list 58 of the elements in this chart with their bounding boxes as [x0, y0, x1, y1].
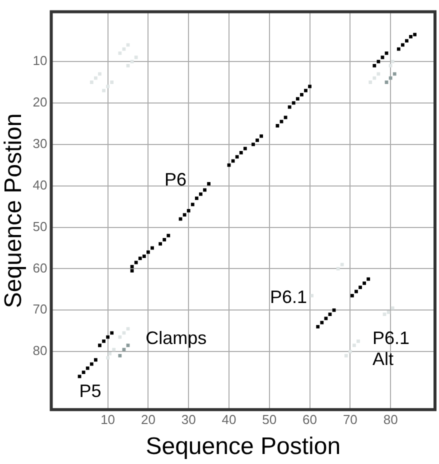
point: [106, 356, 110, 360]
x-tick-label: 80: [383, 412, 398, 427]
y-tick-label: 50: [32, 218, 48, 234]
point: [102, 88, 106, 92]
y-tick-label: 10: [32, 53, 48, 68]
point: [372, 76, 376, 80]
point: [392, 72, 396, 76]
point: [98, 72, 102, 76]
point: [118, 335, 122, 339]
point: [344, 354, 348, 358]
y-tick-label: 70: [32, 302, 48, 317]
point: [390, 306, 394, 310]
point: [390, 60, 394, 64]
annotation: P6.1 Alt: [372, 328, 410, 370]
point: [110, 80, 114, 84]
point: [90, 80, 94, 84]
y-tick-label: 60: [32, 260, 48, 276]
point: [122, 47, 126, 51]
y-tick-label: 30: [32, 136, 48, 151]
x-tick-label: 70: [342, 412, 358, 427]
point: [356, 340, 360, 343]
point: [126, 64, 130, 68]
x-tick-label: 20: [140, 412, 156, 427]
point: [126, 344, 130, 348]
point: [384, 80, 388, 84]
y-tick-label: 40: [32, 177, 48, 192]
point: [310, 294, 314, 298]
point: [134, 56, 138, 60]
annotation: P6: [164, 169, 186, 190]
annotation: Clamps: [146, 328, 207, 348]
y-tick-label: 80: [32, 343, 48, 358]
point: [118, 52, 122, 55]
point: [126, 327, 130, 330]
point: [386, 310, 390, 314]
annotation: P6.1: [270, 286, 308, 307]
x-tick-label: 40: [222, 412, 236, 427]
point: [382, 312, 386, 316]
point: [106, 84, 110, 88]
point: [336, 267, 340, 270]
point: [118, 354, 122, 358]
point: [348, 350, 352, 354]
point: [368, 80, 372, 84]
point: [122, 331, 126, 335]
y-tick-label: 20: [32, 94, 48, 110]
point: [112, 348, 116, 352]
x-axis-title: Sequence Postion: [146, 433, 341, 460]
y-axis-title: Sequence Postion: [0, 113, 28, 308]
x-tick-label: 50: [262, 412, 277, 427]
x-tick-label: 60: [302, 412, 318, 427]
point: [352, 344, 356, 348]
point: [388, 64, 392, 68]
point: [94, 76, 98, 80]
x-tick-label: 30: [181, 412, 196, 427]
point: [108, 352, 112, 356]
point: [388, 76, 392, 80]
x-tick-label: 10: [100, 412, 116, 427]
point: [340, 262, 344, 266]
annotation: P5: [79, 381, 102, 402]
